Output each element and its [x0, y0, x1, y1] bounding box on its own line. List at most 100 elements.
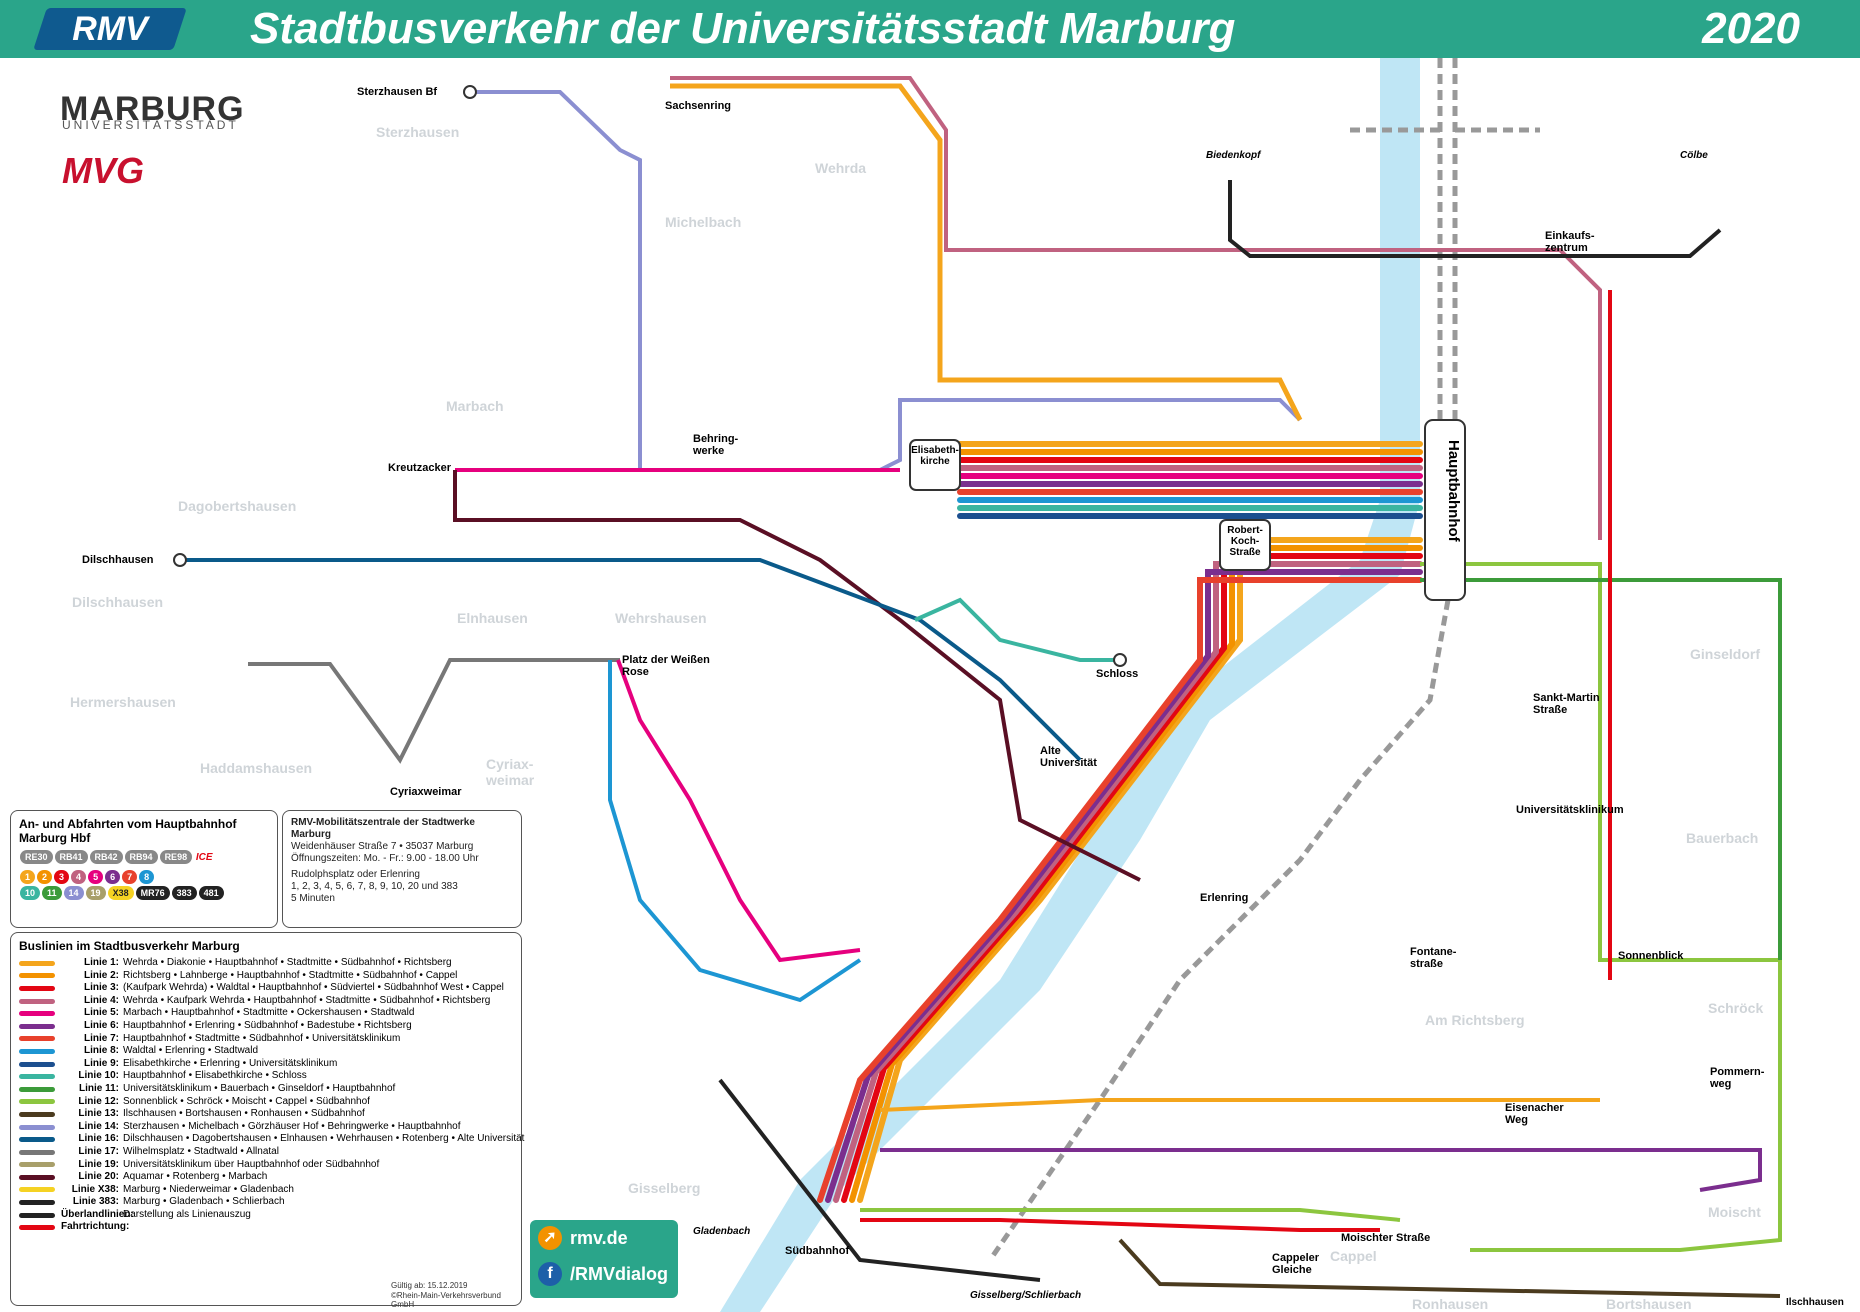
line-legend-row: Linie 8: Waldtal • Erlenring • Stadtwald: [19, 1045, 513, 1058]
einkaufszentrum-label: Einkaufs-zentrum: [1545, 230, 1595, 254]
social-box: ➚ rmv.de f/RMVdialog: [530, 1220, 678, 1298]
line-4-wehrda: [670, 76, 1602, 540]
district-cyriaxweimar: Cyriax-weimar: [486, 756, 535, 788]
line-383: [718, 1078, 1041, 1282]
line-description: Ilschhausen • Bortshausen • Ronhausen • …: [123, 1108, 365, 1120]
gisselberg-schlierbach-label: Gisselberg/Schlierbach: [970, 1290, 1082, 1301]
valid-label: Gültig ab: 15.12.2019: [391, 1281, 468, 1290]
line-legend-row: Linie 10: Hauptbahnhof • Elisabethkirche …: [19, 1070, 513, 1083]
line-number: Linie 13:: [78, 1108, 119, 1120]
line-number: Linie 12:: [78, 1095, 119, 1107]
district-elnhausen: Elnhausen: [457, 610, 528, 626]
line-description: Wehrda • Diakonie • Hauptbahnhof • Stadt…: [123, 957, 452, 968]
line-description: Hauptbahnhof • Stadtmitte • Südbahnhof •…: [123, 1032, 401, 1044]
line-swatch: [19, 1023, 55, 1029]
district-schroeck: Schröck: [1708, 1000, 1764, 1016]
eisenacher-weg-label: Eisenacher Weg: [1505, 1102, 1564, 1126]
district-michelbach: Michelbach: [665, 214, 742, 230]
line-number: Linie 2:: [83, 969, 119, 981]
line-legend-row: Linie 11: Universitätsklinikum • Bauerbac…: [19, 1083, 513, 1096]
line-legend-row: Linie 14: Sterzhausen • Michelbach • Görz…: [19, 1121, 513, 1134]
line-number: Linie 3:: [83, 982, 119, 994]
line-10: [914, 597, 1120, 662]
elisabethkirche-station[interactable]: [909, 439, 961, 491]
line-description: Wehrda • Kaufpark Wehrda • Hauptbahnhof …: [123, 994, 491, 1006]
line-description: Hauptbahnhof • Elisabethkirche • Schloss: [123, 1070, 307, 1082]
district-bauerbach: Bauerbach: [1686, 830, 1759, 846]
line-number: Fahrtrichtung:: [61, 1221, 130, 1233]
marburg-logo-sub: UNIVERSITÄTSSTADT: [62, 118, 239, 132]
line-description: Elisabethkirche • Erlenring • Universitä…: [123, 1057, 338, 1069]
district-wehrda: Wehrda: [815, 160, 867, 176]
dilschhausen-stop[interactable]: [173, 553, 187, 567]
info-legend: RMV-Mobilitätszentrale der Stadtwerke Ma…: [282, 810, 522, 928]
district-haddamshausen: Haddamshausen: [200, 760, 313, 776]
district-ginseldorf: Ginseldorf: [1690, 646, 1761, 662]
robert-koch-station[interactable]: [1219, 519, 1271, 571]
line-8-stadtwald: [608, 660, 862, 1003]
line-1-richtsberg: [879, 1098, 1600, 1112]
info-walk: 5 Minuten: [291, 893, 335, 904]
line-swatch: [19, 1225, 55, 1231]
line-swatch: [19, 1174, 55, 1180]
line-legend-row: Linie 6: Hauptbahnhof • Erlenring • Südba…: [19, 1020, 513, 1033]
line-legend-row: Linie 5: Marbach • Hauptbahnhof • Stadtmi…: [19, 1007, 513, 1020]
facebook-link[interactable]: f/RMVdialog: [530, 1256, 678, 1292]
line-6-richtsberg: [880, 1148, 1762, 1192]
hauptbahnhof-station[interactable]: [1424, 419, 1466, 601]
trunk-lines: [817, 441, 1423, 1203]
line-swatch: [19, 1074, 55, 1080]
sachsenring-label: Sachsenring: [665, 100, 732, 112]
line-legend-row: Linie 20: Aquamar • Rotenberg • Marbach: [19, 1171, 513, 1184]
line-description: Sonnenblick • Schröck • Moischt • Cappel…: [123, 1095, 370, 1107]
line-number: Linie 14:: [78, 1120, 119, 1132]
line-description: Marburg • Niederweimar • Gladenbach: [123, 1183, 294, 1195]
line-swatch: [19, 1036, 55, 1042]
platz-weissen-rose-label: Platz der Weißen Rose: [622, 654, 710, 678]
schloss-label: Schloss: [1096, 668, 1139, 680]
line-description: Universitätsklinikum • Bauerbach • Ginse…: [123, 1082, 396, 1094]
line-description: Dilschhausen • Dagobertshausen • Elnhaus…: [123, 1133, 525, 1145]
line-legend-row: Linie 7: Hauptbahnhof • Stadtmitte • Südb…: [19, 1033, 513, 1046]
district-sterzhausen: Sterzhausen: [376, 124, 460, 140]
line-number: Linie 5:: [83, 1007, 119, 1019]
district-wehrshausen: Wehrshausen: [615, 610, 707, 626]
pommernweg-label: Pommern-weg: [1710, 1066, 1765, 1090]
district-am-richtsberg: Am Richtsberg: [1425, 1012, 1525, 1028]
mvg-logo: MVG: [62, 150, 145, 191]
sonnenblick-label: Sonnenblick: [1618, 950, 1684, 962]
line-20: [453, 470, 1141, 882]
cyriaxweimar-label: Cyriaxweimar: [390, 786, 462, 798]
line-number: Linie 6:: [83, 1019, 119, 1031]
rail-chips: RE30 RB41 RB42 RB94 RE98 ICE: [19, 849, 269, 865]
line-swatch: [19, 1061, 55, 1067]
hbf-connections-legend: An- und Abfahrten vom Hauptbahnhof Marbu…: [10, 810, 278, 928]
kreutzacker-label: Kreutzacker: [388, 462, 451, 474]
district-cappel: Cappel: [1330, 1248, 1377, 1264]
info-bus: 1, 2, 3, 4, 5, 6, 7, 8, 9, 10, 20 und 38…: [291, 881, 458, 892]
line-description: Aquamar • Rotenberg • Marbach: [123, 1171, 268, 1183]
line-number: Linie 383:: [72, 1196, 119, 1208]
rmv-web-link[interactable]: ➚ rmv.de: [530, 1220, 678, 1256]
line-swatch: [19, 960, 55, 966]
line-description: Darstellung als Linienauszug: [123, 1208, 251, 1220]
line-13: [1118, 1238, 1781, 1298]
rmv-logo: RMV: [33, 8, 187, 50]
line-14: [470, 90, 1302, 472]
line-number: Linie 20:: [78, 1171, 119, 1183]
line-5-stadtwald: [616, 659, 861, 963]
line-number: Linie 17:: [78, 1145, 119, 1157]
line-swatch: [19, 973, 55, 979]
sterzhausen-stop[interactable]: [463, 85, 477, 99]
schloss-stop[interactable]: [1113, 653, 1127, 667]
line-swatch: [19, 1200, 55, 1206]
district-ronhausen: Ronhausen: [1412, 1296, 1489, 1312]
line-swatch: [19, 1162, 55, 1168]
line-legend-row: Linie 19: Universitätsklinikum über Haupt…: [19, 1159, 513, 1172]
line-number: Linie 7:: [83, 1032, 119, 1044]
gladenbach-label: Gladenbach: [693, 1226, 751, 1237]
line-description: (Kaufpark Wehrda) • Waldtal • Hauptbahnh…: [123, 982, 504, 994]
line-legend-row: Linie X38: Marburg • Niederweimar • Glade…: [19, 1184, 513, 1197]
elisabethkirche-label: Elisabeth-kirche: [911, 445, 959, 467]
hauptbahnhof-label: Hauptbahnhof: [1445, 440, 1462, 542]
